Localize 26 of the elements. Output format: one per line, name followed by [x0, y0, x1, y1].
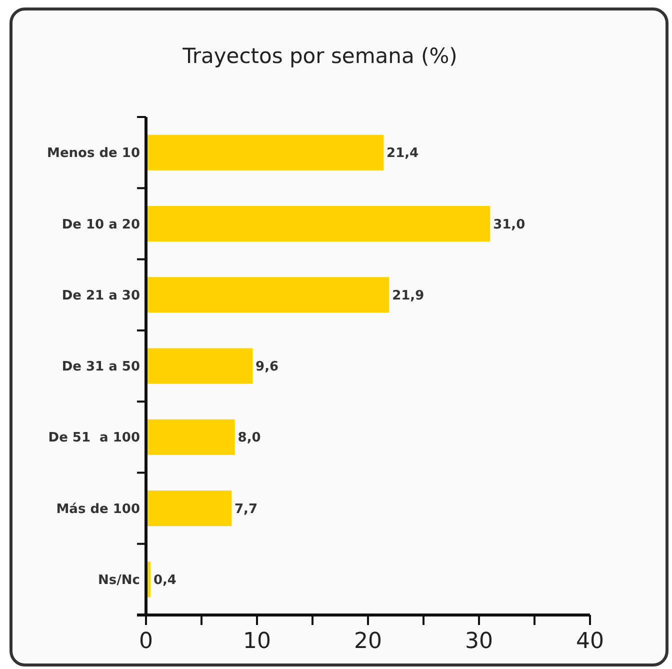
y-tick-label: Ns/Nc [98, 572, 140, 588]
data-label: 31,0 [493, 217, 526, 232]
bar [146, 490, 232, 526]
data-label: 9,6 [256, 360, 279, 375]
y-tick-label: De 51 a 100 [48, 430, 140, 446]
bar [146, 277, 390, 313]
y-tick-label: De 31 a 50 [62, 360, 140, 375]
x-tick-label: 30 [465, 629, 493, 654]
x-tick-label: 40 [576, 629, 604, 654]
y-tick-label: De 21 a 30 [62, 288, 140, 304]
bar [146, 134, 384, 170]
bar [146, 419, 235, 455]
data-label: 0,4 [153, 572, 176, 588]
bar [146, 206, 490, 242]
y-tick-label: De 10 a 20 [62, 217, 140, 232]
x-tick-label: 20 [354, 629, 382, 654]
data-label: 8,0 [238, 430, 261, 446]
data-label: 7,7 [234, 502, 258, 517]
x-tick-label: 0 [139, 629, 153, 654]
data-label: 21,9 [392, 288, 424, 304]
bar [146, 348, 253, 384]
y-tick-label: Más de 100 [56, 502, 140, 517]
x-tick-label: 10 [243, 629, 271, 654]
data-label: 21,4 [386, 146, 419, 162]
chart-title: Trayectos por semana (%) [182, 44, 458, 68]
y-tick-label: Menos de 10 [47, 146, 140, 162]
